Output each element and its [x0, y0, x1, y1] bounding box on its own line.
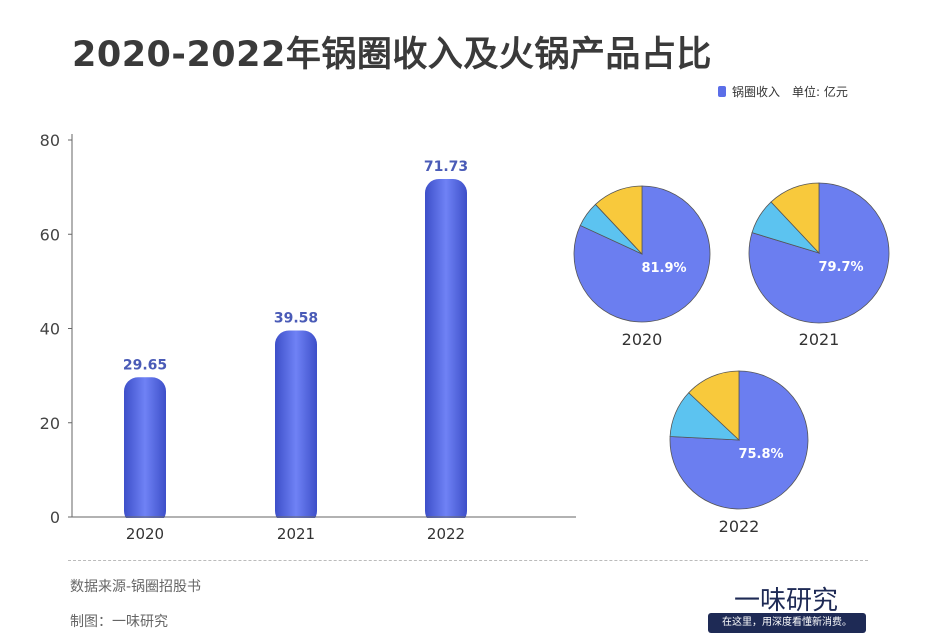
pie-percent-label: 79.7%: [818, 260, 863, 275]
footer-divider: [68, 560, 868, 561]
bar-value-label: 71.73: [424, 159, 468, 175]
bar-2021: [275, 330, 317, 525]
pie-2020: 81.9% 2020: [573, 185, 711, 349]
y-tick-label: 60: [40, 225, 60, 244]
bar-2020: [124, 377, 166, 525]
pie-2021: 79.7% 2021: [748, 182, 890, 349]
legend: 锅圈收入 单位: 亿元: [718, 83, 848, 100]
pie-percent-label: 81.9%: [641, 261, 686, 276]
x-tick-label: 2020: [126, 525, 164, 543]
x-tick-label: 2022: [427, 525, 465, 543]
pie-slice: [688, 370, 740, 441]
legend-unit: 单位: 亿元: [792, 85, 848, 99]
y-tick-label: 0: [50, 508, 60, 527]
y-tick-label: 20: [40, 414, 60, 433]
pie-slice: [770, 182, 820, 255]
brand-logo: 一味研究 在这里，用深度看懂新消费。: [708, 580, 868, 636]
logo-name: 一味研究: [734, 586, 839, 616]
pie-year-label: 2020: [622, 330, 663, 349]
pie-percent-label: 75.8%: [738, 447, 783, 462]
chart-maker: 制图：一味研究: [70, 614, 168, 630]
bar-value-label: 39.58: [274, 310, 318, 326]
pie-slice: [594, 185, 643, 256]
x-tick-label: 2021: [277, 525, 315, 543]
chart-title: 2020-2022年锅圈收入及火锅产品占比: [72, 35, 712, 75]
pie-charts: 81.9% 2020 79.7% 2021 75.8% 2022: [573, 182, 890, 536]
pie-year-label: 2022: [719, 517, 760, 536]
pie-year-label: 2021: [799, 330, 840, 349]
y-tick-label: 40: [40, 320, 60, 339]
data-source: 数据来源-锅圈招股书: [70, 579, 202, 595]
bar-2022: [425, 178, 467, 525]
legend-swatch: [718, 86, 726, 97]
axis-mask: [73, 518, 577, 526]
logo-tagline: 在这里，用深度看懂新消费。: [708, 613, 866, 633]
legend-series-label: 锅圈收入: [732, 85, 781, 99]
pie-2022: 75.8% 2022: [669, 370, 809, 536]
bar-value-label: 29.65: [123, 357, 167, 373]
y-tick-label: 80: [40, 131, 60, 150]
bar-chart: 0 20 40 60 80 29.65 2020 39.58 2021 71.73 2022: [40, 131, 577, 543]
